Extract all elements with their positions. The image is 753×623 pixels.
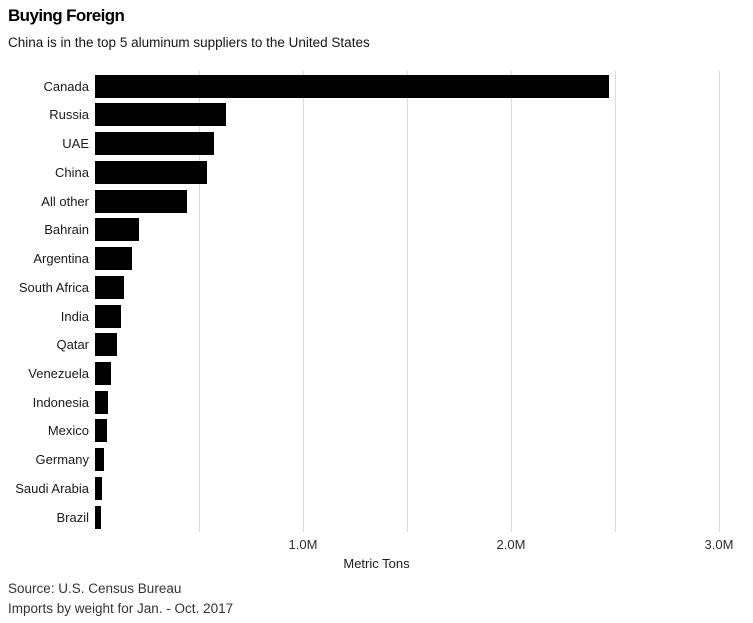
x-axis-title: Metric Tons [343, 556, 410, 571]
source-note: Source: U.S. Census Bureau [8, 581, 182, 596]
x-tick-label: 3.0M [704, 537, 734, 552]
bar-china [95, 160, 208, 184]
bar-venezuela [95, 362, 112, 385]
bar-qatar [95, 333, 117, 357]
category-label: Germany [35, 452, 89, 468]
bar-uae [95, 132, 214, 156]
bar-canada [95, 74, 609, 98]
bar-brazil [95, 505, 102, 529]
category-label: Indonesia [32, 394, 89, 410]
category-label: Mexico [47, 423, 89, 439]
gridline [406, 70, 408, 532]
gridline [718, 70, 720, 532]
bar-mexico [95, 419, 108, 443]
category-label: Brazil [56, 509, 89, 525]
category-label: Qatar [56, 337, 89, 353]
category-label: Venezuela [28, 366, 89, 381]
gridline [302, 70, 304, 532]
category-label: Bahrain [44, 222, 89, 238]
category-label: Argentina [33, 251, 89, 267]
bar-indonesia [95, 390, 108, 414]
category-label: India [60, 308, 89, 324]
bar-argentina [95, 247, 133, 271]
x-tick-label: 1.0M [288, 537, 318, 552]
category-label: All other [41, 193, 89, 209]
bar-bahrain [95, 218, 139, 242]
gridline [198, 70, 200, 532]
category-label: China [55, 164, 89, 180]
category-label: Canada [43, 78, 89, 94]
bar-all-other [95, 189, 187, 213]
bar-russia [95, 103, 227, 127]
plot-area [95, 70, 720, 532]
gridline [510, 70, 512, 532]
bar-india [95, 304, 121, 328]
category-label: Russia [49, 107, 89, 123]
bar-saudi-arabia [95, 476, 103, 500]
category-label: Saudi Arabia [15, 480, 89, 496]
bar-germany [95, 448, 104, 472]
footnote: Imports by weight for Jan. - Oct. 2017 [8, 601, 234, 616]
x-tick-label: 2.0M [496, 537, 526, 552]
chart-title: Buying Foreign [8, 6, 125, 25]
category-label: UAE [62, 136, 89, 152]
bar-south-africa [95, 275, 125, 299]
category-label: South Africa [18, 279, 89, 295]
gridline [614, 70, 616, 532]
chart-subtitle: China is in the top 5 aluminum suppliers… [8, 35, 370, 50]
